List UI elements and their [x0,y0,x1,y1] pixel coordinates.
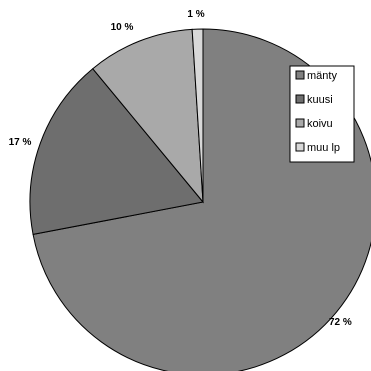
pie-labels: 72 % 17 % 10 % 1 % [9,9,352,328]
pie-label-koivu: 10 % [111,22,134,33]
legend: mänty kuusi koivu muu lp [289,65,355,163]
pie-slice-muu-lp [191,28,204,203]
pie-label-muu-lp: 1 % [187,9,204,20]
pie-slice-kuusi [29,67,204,236]
legend-label-kuusi: kuusi [307,94,333,106]
pie-label-kuusi: 17 % [9,137,32,148]
legend-swatch-kuusi [295,94,305,104]
pie-label-mänty: 72 % [329,317,352,328]
pie-slices [29,28,371,371]
legend-swatch-koivu [295,118,305,128]
legend-swatch-mänty [295,70,305,80]
pie-slice-koivu [92,28,204,204]
legend-swatch-muu-lp [295,142,305,152]
legend-label-muu-lp: muu lp [307,142,340,154]
legend-label-koivu: koivu [307,118,333,130]
legend-label-mänty: mänty [307,70,337,82]
